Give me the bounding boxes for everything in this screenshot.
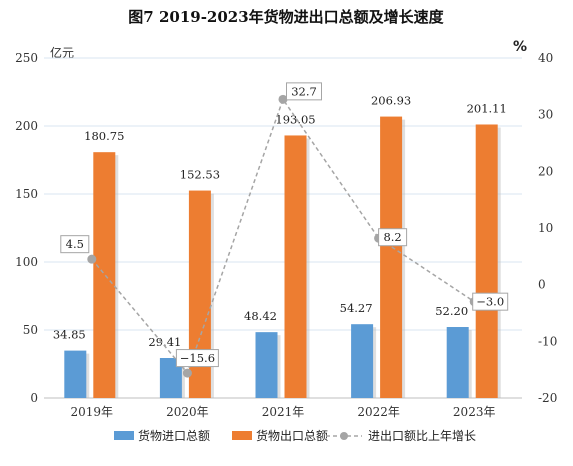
export-bar-label: 206.93 [371,94,411,108]
import-bar-label: 29.41 [148,335,181,349]
export-bar [475,124,498,398]
export-bar [380,116,403,399]
import-bar [159,358,182,398]
import-bar-label: 34.85 [53,328,86,342]
growth-label-box [378,228,408,247]
left-tick-label: 50 [23,323,38,337]
import-bar [64,350,87,398]
growth-point [87,254,97,264]
export-bar-label: 180.75 [84,129,124,143]
export-bar [188,190,211,398]
growth-line-series: 4.5 −15.6 32.7 8.2 −3.0 [60,82,509,378]
bar-series: 34.85 29.41 48.42 54.27 52.20 180.75 152.53 193… [53,94,507,399]
left-axis-ticks: 0 50 100 150 200 250 [15,51,38,405]
growth-line [91,97,475,375]
right-tick-label: 0 [538,278,546,292]
growth-label-box [60,235,90,254]
chart-title: 图7 2019-2023年货物进出口总额及增长速度 [128,8,444,26]
left-tick-label: 0 [30,391,38,405]
left-tick-label: 150 [15,187,38,201]
right-tick-label: -20 [538,391,557,405]
import-bar [446,327,469,398]
legend-label: 进出口额比上年增长 [368,429,476,443]
legend-swatch [114,431,134,440]
left-tick-label: 250 [15,51,38,65]
growth-label: 4.5 [66,237,84,251]
gridlines [44,57,522,399]
growth-point [182,368,192,378]
right-axis-ticks: -20 -10 0 10 20 30 40 [538,51,557,405]
left-tick-label: 100 [15,255,38,269]
import-bar [255,332,278,398]
export-bar [93,152,116,398]
import-bar-label: 52.20 [435,304,468,318]
growth-label-box [286,82,322,101]
growth-point [278,94,288,104]
growth-label-box [175,349,219,368]
legend-point-swatch [340,432,348,440]
legend: 货物进口总额 货物出口总额 进出口额比上年增长 [114,428,476,443]
legend-label: 货物进口总额 [138,428,210,443]
x-axis-labels: 2019年 2020年 2021年 2022年 2023年 [71,405,496,419]
export-bar-label: 152.53 [180,168,220,182]
right-tick-label: 20 [538,164,553,178]
x-tick-label: 2020年 [166,405,209,419]
x-tick-label: 2022年 [357,405,400,419]
growth-label: 32.7 [291,84,317,98]
legend-swatch [232,431,252,440]
right-tick-label: -10 [538,334,557,348]
right-tick-label: 10 [538,221,553,235]
legend-label: 货物出口总额 [256,428,328,443]
right-axis-unit: % [513,39,527,55]
export-bar-label: 193.05 [275,112,315,126]
import-bar-label: 48.42 [244,309,277,323]
export-bar-label: 201.11 [467,101,507,115]
left-tick-label: 200 [15,119,38,133]
right-tick-label: 30 [538,108,553,122]
x-tick-label: 2021年 [262,405,305,419]
growth-label: 8.2 [383,230,401,244]
growth-label-box [472,292,509,311]
import-bar [351,324,374,398]
growth-label: −3.0 [476,295,504,309]
import-bar-label: 54.27 [340,301,373,315]
left-axis-unit: 亿元 [50,45,74,60]
x-tick-label: 2019年 [71,405,114,419]
export-bar [284,135,307,398]
right-tick-label: 40 [538,51,553,65]
growth-label: −15.6 [180,351,215,365]
x-tick-label: 2023年 [453,405,496,419]
